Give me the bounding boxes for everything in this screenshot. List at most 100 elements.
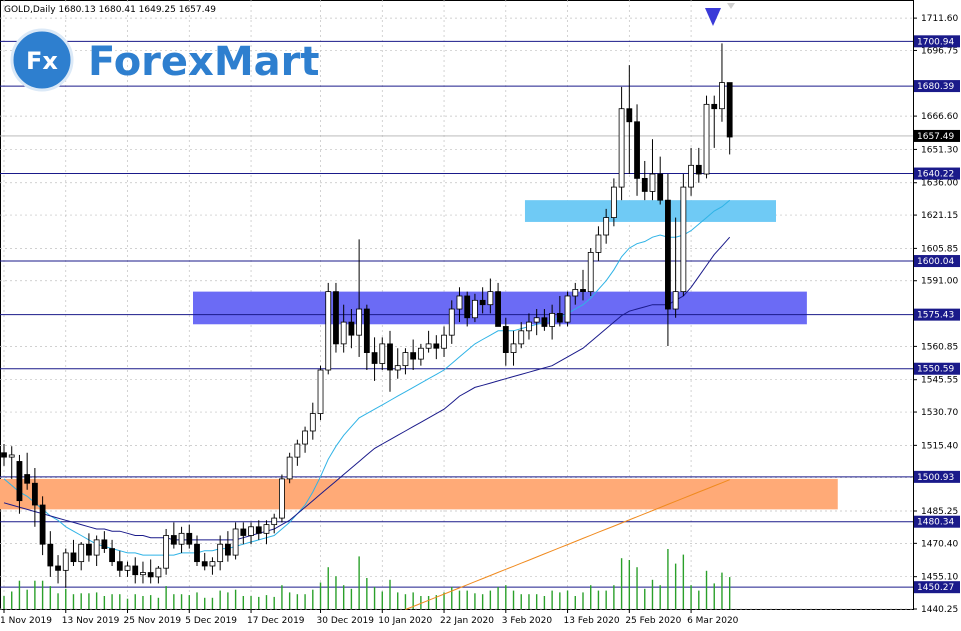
candle-up [309, 413, 316, 432]
level-tag [914, 167, 960, 180]
candle-down [39, 504, 46, 545]
candle-up [279, 478, 285, 519]
y-tick-label: 1666.60 [921, 112, 958, 122]
x-tick-label: 25 Nov 2019 [124, 616, 182, 626]
candle-down [194, 543, 200, 563]
candle-up [140, 572, 146, 576]
candle-up [564, 295, 571, 323]
x-tick-label: 25 Feb 2020 [625, 616, 681, 626]
candle-up [672, 291, 679, 310]
candle-down [626, 108, 633, 123]
candle-up [526, 321, 532, 332]
candle-up [572, 289, 579, 297]
candle-down [695, 164, 702, 175]
x-tick-label: 13 Feb 2020 [564, 616, 620, 626]
candle-down [371, 352, 378, 364]
candle-down [641, 177, 648, 192]
level-label: 1680.39 [917, 82, 954, 92]
candle-down [363, 308, 370, 353]
candle-down [109, 548, 115, 563]
candle-down [541, 317, 548, 327]
candle-down [240, 528, 247, 536]
current-price-label: 1657.49 [917, 132, 954, 142]
candle-down [201, 561, 208, 567]
ma-mid-line [3, 236, 731, 541]
candle-down [634, 121, 640, 179]
level-tag [914, 581, 960, 594]
signal-arrow-icon [705, 8, 721, 26]
level-tag [914, 35, 960, 48]
candle-down [132, 565, 139, 576]
candle-up [217, 543, 224, 563]
x-tick-label: 30 Dec 2019 [317, 616, 375, 626]
y-tick-label: 1485.25 [921, 507, 958, 517]
candle-up [340, 321, 347, 345]
logo-icon-text: Fx [26, 47, 58, 75]
y-tick-label: 1515.40 [921, 441, 958, 451]
y-tick-label: 1470.40 [921, 539, 958, 549]
x-tick-label: 6 Mar 2020 [687, 616, 739, 626]
y-tick-label: 1621.15 [921, 211, 958, 221]
forexmart-logo: Fx ForexMart [10, 28, 319, 92]
candle-up [680, 186, 687, 293]
candle-up [703, 103, 710, 175]
candle-up [618, 108, 625, 188]
candle-up [356, 308, 363, 336]
candle-up [248, 526, 254, 536]
candle-down [31, 482, 38, 506]
logo-name: ForexMart [88, 39, 319, 85]
candle-up [8, 454, 15, 458]
candle-down [101, 539, 108, 549]
candle-up [325, 291, 332, 371]
candle-down [224, 543, 231, 556]
ma-fast-line [3, 199, 731, 556]
candle-down [479, 299, 486, 306]
candle-down [55, 565, 61, 571]
candle-down [495, 291, 501, 327]
candle-up [178, 532, 185, 545]
y-tick-label: 1591.00 [921, 277, 958, 287]
candle-up [124, 565, 131, 571]
candle-up [209, 561, 216, 567]
candle-down [255, 526, 262, 534]
x-tick-label: 5 Dec 2019 [185, 616, 237, 626]
candle-up [379, 343, 386, 364]
candle-up [533, 317, 540, 323]
candle-down [116, 561, 123, 571]
candle-up [232, 528, 239, 556]
candle-up [510, 343, 517, 353]
x-tick-label: 3 Feb 2020 [502, 616, 553, 626]
candle-down [147, 572, 154, 578]
candle-down [170, 535, 177, 545]
candle-up [549, 312, 556, 327]
candle-down [348, 321, 355, 336]
candle-up [649, 173, 656, 192]
candle-up [456, 295, 463, 310]
ma-slow-line [405, 479, 730, 610]
candle-up [402, 352, 409, 367]
small-triangle-icon [727, 3, 735, 9]
level-label: 1640.22 [917, 170, 954, 180]
candle-down [580, 289, 586, 293]
level-tag [914, 308, 960, 321]
level-label: 1600.04 [917, 257, 954, 267]
candle-up [317, 369, 324, 414]
candle-up [518, 330, 525, 345]
candle-down [186, 532, 193, 545]
candle-up [62, 552, 69, 571]
y-tick-label: 1455.10 [921, 573, 958, 583]
candle-up [719, 82, 725, 110]
candle-down [410, 352, 417, 360]
candle-up [448, 308, 455, 336]
candle-up [417, 347, 424, 360]
candle-up [587, 252, 594, 293]
candle-down [47, 543, 54, 567]
y-tick-label: 1545.55 [921, 376, 958, 386]
y-tick-label: 1711.60 [921, 14, 958, 24]
candle-down [387, 343, 393, 371]
candle-down [86, 543, 92, 556]
candle-up [286, 456, 293, 480]
level-label: 1450.27 [917, 583, 954, 593]
